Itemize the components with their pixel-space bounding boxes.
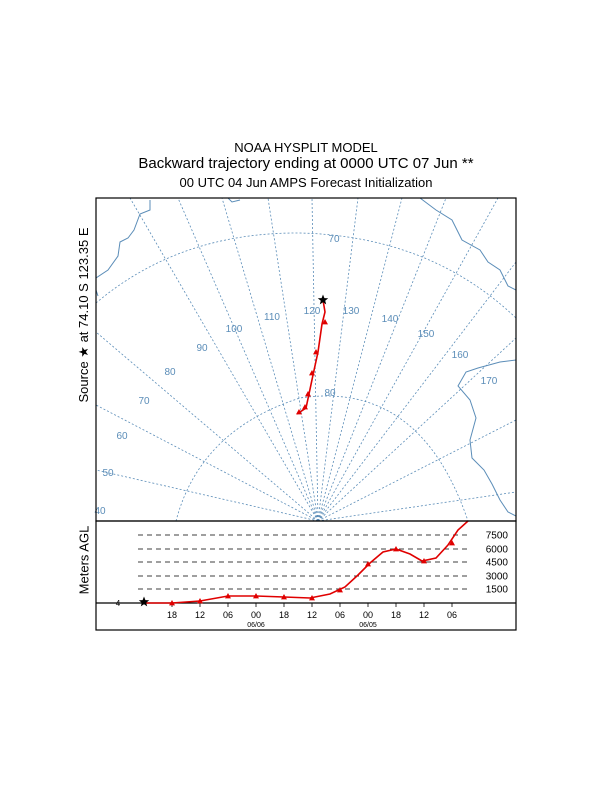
time-label: 18 bbox=[167, 610, 177, 620]
meridian-lines bbox=[96, 198, 516, 521]
title-line-1: NOAA HYSPLIT MODEL bbox=[234, 140, 378, 155]
triangle-icon bbox=[197, 598, 203, 604]
triangle-icon bbox=[309, 370, 315, 376]
time-label: 18 bbox=[279, 610, 289, 620]
longitude-label: 120 bbox=[304, 306, 321, 317]
meridian-line bbox=[96, 404, 319, 521]
coastline-top-right bbox=[419, 198, 516, 291]
meridian-line bbox=[317, 198, 359, 521]
triangle-icon bbox=[449, 540, 455, 546]
triangle-icon bbox=[313, 349, 319, 355]
coastline-top-mid bbox=[227, 198, 241, 203]
star-icon bbox=[138, 596, 150, 607]
longitude-label: 100 bbox=[226, 324, 243, 335]
longitude-label: 80 bbox=[164, 367, 176, 378]
longitude-label: 90 bbox=[196, 343, 208, 354]
latitude-label: 80 bbox=[324, 388, 336, 399]
meridian-line bbox=[177, 198, 319, 521]
time-label: 18 bbox=[391, 610, 401, 620]
height-labels: 7500 6000 4500 3000 1500 bbox=[486, 531, 509, 596]
longitude-label: 160 bbox=[452, 350, 469, 361]
time-label: 12 bbox=[195, 610, 205, 620]
trajectory-path bbox=[296, 299, 326, 415]
longitude-label: 170 bbox=[481, 376, 498, 387]
latitude-labels: 70 80 bbox=[324, 234, 340, 399]
height-label: 3000 bbox=[486, 572, 509, 583]
meridian-line bbox=[311, 198, 319, 521]
latitude-circle-80 bbox=[175, 395, 469, 521]
meridian-line bbox=[317, 198, 499, 521]
meridian-line bbox=[96, 469, 319, 521]
meridian-line bbox=[317, 491, 516, 521]
triangle-icon bbox=[169, 600, 175, 606]
longitude-label: 70 bbox=[138, 396, 150, 407]
trajectory-markers bbox=[296, 319, 328, 415]
meridian-line bbox=[96, 331, 319, 521]
triangle-icon bbox=[253, 593, 259, 599]
height-label: 7500 bbox=[486, 531, 509, 542]
time-label: 00 bbox=[251, 610, 261, 620]
date-label: 06/06 bbox=[247, 622, 265, 629]
map-panel: 40 50 60 70 80 90 100 110 120 130 140 150 160 170 70 8… bbox=[94, 197, 517, 522]
triangle-icon bbox=[225, 593, 231, 599]
latitude-circle-70 bbox=[96, 232, 516, 319]
longitude-label: 40 bbox=[94, 506, 106, 517]
latitude-circles bbox=[96, 232, 516, 521]
meridian-line bbox=[317, 419, 516, 521]
time-label: 06 bbox=[335, 610, 345, 620]
meridian-line bbox=[221, 198, 319, 521]
coastline bbox=[96, 198, 516, 517]
coastline-top-left bbox=[96, 200, 151, 279]
time-labels: 18 12 06 00 18 12 06 00 18 12 06 bbox=[167, 610, 457, 620]
longitude-label: 140 bbox=[382, 314, 399, 325]
triangle-icon bbox=[421, 558, 427, 564]
height-trajectory-markers bbox=[169, 540, 455, 606]
time-label: 12 bbox=[307, 610, 317, 620]
date-label: 06/05 bbox=[359, 622, 377, 629]
height-gridlines bbox=[138, 534, 470, 590]
triangle-icon bbox=[281, 594, 287, 600]
longitude-label: 130 bbox=[343, 306, 360, 317]
triangle-icon bbox=[393, 546, 399, 552]
height-label: 4500 bbox=[486, 558, 509, 569]
date-labels: 06/06 06/05 bbox=[247, 622, 377, 629]
coastline-right bbox=[457, 359, 516, 517]
latitude-label: 70 bbox=[328, 234, 340, 245]
triangle-icon bbox=[322, 319, 328, 325]
longitude-label: 60 bbox=[116, 431, 128, 442]
time-label: 06 bbox=[223, 610, 233, 620]
triangle-icon bbox=[305, 391, 311, 397]
longitude-label: 110 bbox=[264, 312, 280, 323]
meridian-line bbox=[267, 198, 319, 521]
height-label: 1500 bbox=[486, 585, 509, 596]
meridian-line bbox=[317, 337, 516, 521]
meridian-line bbox=[129, 198, 319, 521]
height-frame bbox=[95, 520, 517, 631]
triangle-icon bbox=[302, 404, 308, 410]
time-label: 00 bbox=[363, 610, 373, 620]
time-label: 12 bbox=[419, 610, 429, 620]
triangle-icon bbox=[365, 561, 371, 567]
time-ticks bbox=[171, 603, 453, 607]
triangle-icon bbox=[309, 595, 315, 601]
title-line-3: 00 UTC 04 Jun AMPS Forecast Initializati… bbox=[179, 175, 433, 190]
longitude-label: 50 bbox=[102, 468, 114, 479]
meridian-line bbox=[317, 198, 447, 521]
triangle-icon bbox=[296, 409, 302, 415]
longitude-label: 150 bbox=[418, 329, 435, 340]
title-line-2: Backward trajectory ending at 0000 UTC 0… bbox=[138, 155, 474, 172]
longitude-labels: 40 50 60 70 80 90 100 110 120 130 140 150 160 170 bbox=[94, 306, 497, 517]
triangle-icon bbox=[337, 587, 343, 593]
meridian-line bbox=[317, 198, 403, 521]
height-label: 6000 bbox=[486, 545, 509, 556]
time-label: 06 bbox=[447, 610, 457, 620]
left-tick-label: 4 bbox=[116, 599, 121, 608]
star-icon bbox=[317, 294, 329, 305]
meridian-line bbox=[317, 261, 516, 521]
